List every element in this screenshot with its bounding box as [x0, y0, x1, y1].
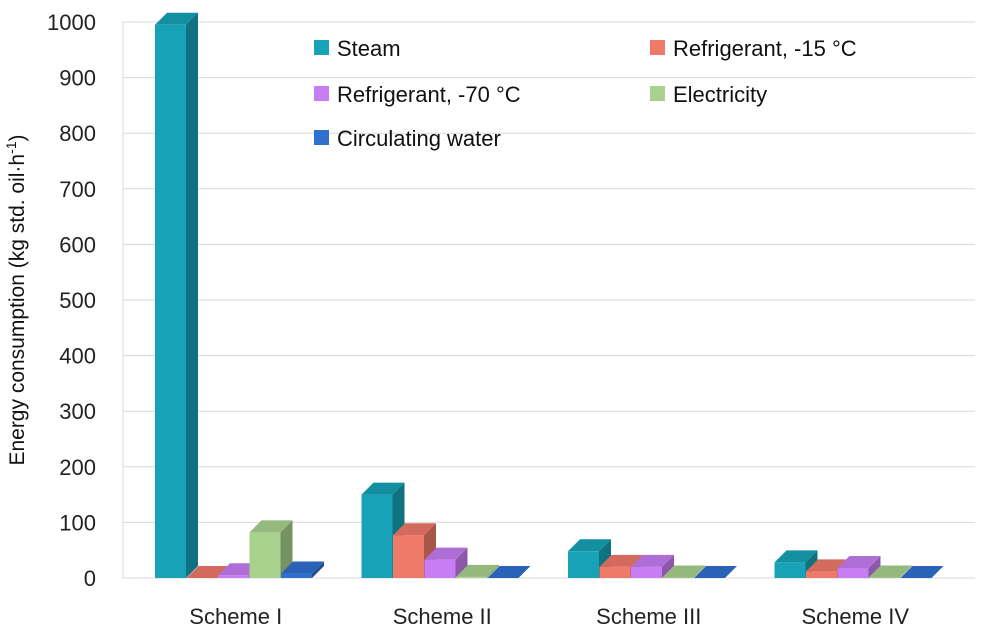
- bar: [281, 561, 324, 578]
- y-tick-label: 500: [59, 288, 96, 313]
- y-tick-label: 800: [59, 121, 96, 146]
- y-axis-ticks: 0 100 200 300 400 500 600 700 800 900 1000: [47, 10, 96, 591]
- bar: [869, 565, 912, 578]
- legend-label: Refrigerant, -70 °C: [337, 82, 521, 107]
- y-tick-label: 100: [59, 510, 96, 535]
- x-tick-label: Scheme I: [189, 604, 282, 629]
- y-tick-label: 600: [59, 232, 96, 257]
- bar: [424, 547, 468, 578]
- legend-swatch: [314, 86, 329, 101]
- y-tick-label: 1000: [47, 10, 96, 35]
- legend-item: Refrigerant, -70 °C: [314, 82, 521, 107]
- bars: [155, 12, 944, 578]
- legend-item: Electricity: [650, 82, 767, 107]
- legend-swatch: [314, 130, 329, 145]
- x-tick-label: Scheme III: [596, 604, 701, 629]
- y-tick-label: 900: [59, 66, 96, 91]
- legend-label: Refrigerant, -15 °C: [673, 36, 857, 61]
- bar: [487, 566, 531, 578]
- y-axis-label-superscript: -1: [3, 141, 19, 154]
- y-tick-label: 700: [59, 177, 96, 202]
- x-axis-categories: Scheme I Scheme II Scheme III Scheme IV: [189, 604, 909, 629]
- x-tick-label: Scheme II: [393, 604, 492, 629]
- legend-item: Refrigerant, -15 °C: [650, 36, 857, 61]
- y-tick-label: 300: [59, 399, 96, 424]
- y-tick-label: 200: [59, 455, 96, 480]
- y-tick-label: 400: [59, 344, 96, 369]
- legend-swatch: [650, 40, 665, 55]
- bar: [456, 564, 499, 578]
- y-tick-label: 0: [84, 566, 96, 591]
- legend-item: Steam: [314, 36, 401, 61]
- bar: [393, 523, 436, 578]
- bar: [694, 566, 737, 578]
- gridlines: [122, 21, 975, 579]
- legend-label: Circulating water: [337, 126, 501, 151]
- bar: [631, 554, 674, 578]
- legend-swatch: [314, 40, 329, 55]
- legend: Steam Refrigerant, -15 °C Refrigerant, -70…: [314, 36, 857, 151]
- x-tick-label: Scheme IV: [801, 604, 909, 629]
- bar: [662, 565, 706, 578]
- legend-swatch: [650, 86, 665, 101]
- y-axis-label: Energy consumption (kg std. oil·h-1): [3, 134, 29, 465]
- bar: [837, 555, 881, 578]
- bar: [155, 12, 198, 578]
- bar: [900, 566, 944, 578]
- legend-label: Electricity: [673, 82, 767, 107]
- bar: [249, 520, 293, 578]
- legend-item: Circulating water: [314, 126, 501, 151]
- legend-label: Steam: [337, 36, 401, 61]
